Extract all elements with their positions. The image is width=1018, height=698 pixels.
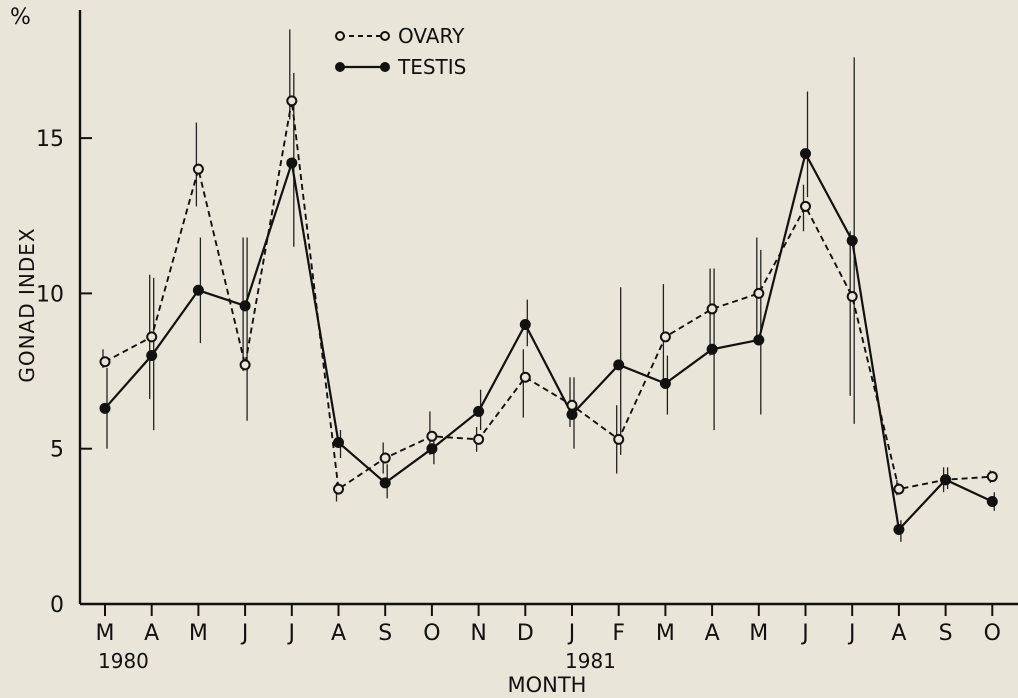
x-tick-label-11: F: [612, 621, 625, 646]
x-tick-label-6: S: [378, 621, 392, 646]
point-testis-10: [566, 409, 578, 421]
x-tick-label-2: M: [189, 621, 208, 646]
year-label-1981: 1981: [565, 649, 616, 673]
point-ovary-19: [986, 471, 998, 483]
point-ovary-9: [519, 371, 531, 383]
x-tick-label-9: D: [517, 621, 534, 646]
point-ovary-11: [613, 433, 625, 445]
legend-testis-marker-right: [380, 62, 390, 72]
x-tick-label-12: M: [656, 621, 675, 646]
legend-testis-label: TESTIS: [397, 55, 466, 79]
y-tick-label-10: 10: [36, 282, 64, 307]
x-tick-label-17: A: [891, 621, 906, 646]
x-tick-label-0: M: [96, 621, 115, 646]
point-ovary-8: [473, 433, 485, 445]
y-tick-label-0: 0: [50, 593, 64, 618]
legend: OVARY TESTIS: [335, 24, 466, 79]
point-ovary-2: [192, 163, 204, 175]
point-testis-18: [940, 474, 952, 486]
point-testis-1: [146, 350, 158, 362]
point-ovary-14: [753, 287, 765, 299]
year-label-1980: 1980: [98, 649, 149, 673]
x-axis-title: MONTH: [508, 673, 587, 697]
point-ovary-0: [99, 356, 111, 368]
legend-testis-marker-left: [335, 62, 345, 72]
x-tick-label-16: J: [847, 621, 856, 646]
series-points: [99, 95, 998, 535]
x-tick-label-18: S: [939, 621, 953, 646]
point-ovary-7: [426, 430, 438, 442]
point-ovary-16: [846, 291, 858, 303]
point-testis-9: [519, 318, 531, 330]
point-ovary-15: [800, 200, 811, 212]
point-ovary-1: [146, 331, 158, 343]
point-testis-15: [800, 148, 811, 160]
legend-ovary-marker-right: [380, 31, 390, 41]
axes: [78, 10, 1018, 606]
point-testis-19: [986, 496, 998, 508]
point-ovary-4: [286, 95, 298, 107]
point-testis-17: [893, 523, 905, 535]
point-ovary-10: [566, 399, 578, 411]
series-lines: [104, 100, 993, 532]
point-ovary-5: [333, 483, 344, 495]
point-testis-13: [706, 343, 718, 355]
x-ticks: M A M J J A S O N D J F M A M J J A S O 1980 1981: [96, 604, 1001, 673]
series-line-testis: [104, 150, 993, 532]
x-tick-label-1: A: [144, 621, 159, 646]
x-tick-label-5: A: [331, 621, 346, 646]
point-testis-8: [473, 405, 485, 417]
x-tick-label-15: J: [800, 621, 809, 646]
point-testis-7: [426, 443, 438, 455]
y-unit-label: %: [10, 5, 31, 30]
point-ovary-17: [893, 483, 905, 495]
x-tick-label-14: M: [749, 621, 768, 646]
x-tick-label-7: O: [423, 621, 440, 646]
point-testis-11: [613, 359, 625, 371]
y-tick-label-15: 15: [36, 127, 64, 152]
x-tick-label-19: O: [984, 621, 1001, 646]
error-bars: [102, 29, 995, 542]
point-testis-14: [753, 334, 765, 346]
x-tick-label-8: N: [470, 621, 486, 646]
x-tick-label-3: J: [240, 621, 249, 646]
point-testis-0: [99, 402, 111, 414]
legend-ovary-marker-left: [335, 31, 345, 41]
point-ovary-13: [706, 303, 718, 315]
x-tick-label-10: J: [567, 621, 576, 646]
point-ovary-3: [239, 359, 251, 371]
legend-ovary-label: OVARY: [398, 24, 465, 48]
y-tick-label-5: 5: [50, 438, 64, 463]
point-ovary-12: [659, 331, 671, 343]
series-line-ovary: [104, 100, 993, 491]
point-testis-2: [192, 284, 204, 296]
point-testis-4: [286, 157, 298, 169]
point-ovary-6: [379, 452, 391, 464]
point-testis-3: [239, 300, 251, 312]
y-ticks: 0 5 10 15: [36, 127, 92, 618]
point-testis-6: [379, 477, 391, 489]
point-testis-5: [333, 436, 344, 448]
x-tick-label-13: A: [705, 621, 720, 646]
y-axis-title: GONAD INDEX: [15, 227, 39, 382]
point-testis-12: [659, 377, 671, 389]
x-tick-label-4: J: [287, 621, 296, 646]
point-testis-16: [846, 235, 858, 247]
